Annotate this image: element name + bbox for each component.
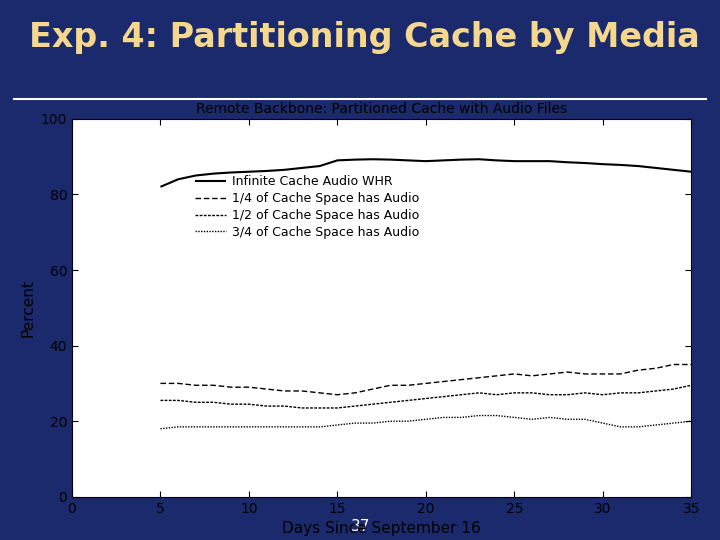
Text: 37: 37: [351, 519, 369, 534]
Title: Remote Backbone: Partitioned Cache with Audio Files: Remote Backbone: Partitioned Cache with …: [196, 102, 567, 116]
Text: Exp. 4: Partitioning Cache by Media: Exp. 4: Partitioning Cache by Media: [29, 21, 700, 55]
Legend: Infinite Cache Audio WHR, 1/4 of Cache Space has Audio, 1/2 of Cache Space has A: Infinite Cache Audio WHR, 1/4 of Cache S…: [189, 171, 425, 244]
X-axis label: Days Since September 16: Days Since September 16: [282, 521, 481, 536]
Y-axis label: Percent: Percent: [20, 279, 35, 337]
